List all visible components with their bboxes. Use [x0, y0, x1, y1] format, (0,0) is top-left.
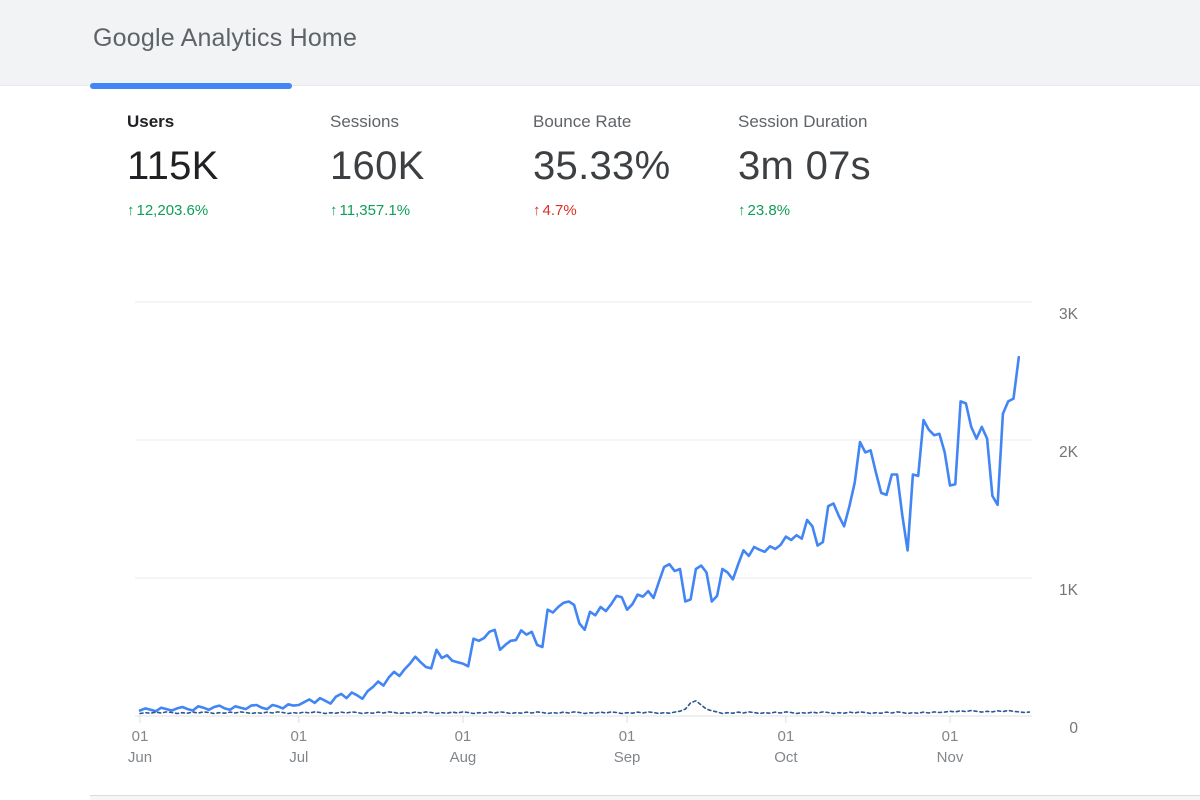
- app-header: Google Analytics Home: [0, 0, 1200, 86]
- up-arrow-icon: ↑: [738, 202, 746, 219]
- metric-value: 115K: [127, 144, 219, 188]
- metric-delta: ↑ 12,203.6%: [127, 202, 327, 219]
- metric-bounce-rate[interactable]: Bounce Rate 35.33% ↑ 4.7%: [533, 112, 733, 219]
- metric-users[interactable]: Users 115K ↑ 12,203.6%: [127, 112, 327, 219]
- metric-label: Sessions: [330, 112, 399, 131]
- metric-delta: ↑ 11,357.1%: [330, 202, 530, 219]
- x-axis-label-month: Jun: [128, 749, 152, 766]
- y-axis-label: 0: [1069, 720, 1078, 737]
- x-axis-label-day: 01: [455, 728, 472, 745]
- metric-label: Bounce Rate: [533, 112, 632, 131]
- up-arrow-icon: ↑: [127, 202, 135, 219]
- x-axis-label-month: Jul: [289, 749, 308, 766]
- previous-period-line: [139, 699, 1031, 715]
- metric-delta-value: 4.7%: [542, 202, 577, 219]
- y-axis-label: 3K: [1059, 306, 1079, 323]
- x-axis-label-day: 01: [132, 728, 149, 745]
- x-axis-label-month: Sep: [614, 749, 641, 766]
- bottom-strip: [90, 796, 1200, 800]
- metric-delta: ↑ 4.7%: [533, 202, 733, 219]
- x-axis-label-month: Nov: [937, 749, 964, 766]
- metric-delta: ↑ 23.8%: [738, 202, 938, 219]
- up-arrow-icon: ↑: [533, 202, 541, 219]
- active-tab-underline: [90, 83, 292, 89]
- metric-delta-value: 12,203.6%: [136, 202, 209, 219]
- y-axis-label: 2K: [1059, 444, 1079, 461]
- x-axis-label-day: 01: [619, 728, 636, 745]
- metric-value: 160K: [330, 144, 425, 188]
- metric-sessions[interactable]: Sessions 160K ↑ 11,357.1%: [330, 112, 530, 219]
- bottom-divider: [90, 795, 1200, 796]
- metric-session-duration[interactable]: Session Duration 3m 07s ↑ 23.8%: [738, 112, 938, 219]
- metric-value: 35.33%: [533, 144, 671, 188]
- up-arrow-icon: ↑: [330, 202, 338, 219]
- page-title: Google Analytics Home: [93, 24, 358, 52]
- x-axis-label-month: Aug: [450, 749, 477, 766]
- x-axis-label-day: 01: [778, 728, 795, 745]
- x-axis-label-day: 01: [942, 728, 959, 745]
- metric-delta-value: 23.8%: [747, 202, 791, 219]
- current-period-line: [138, 355, 1021, 713]
- x-axis-label-day: 01: [290, 728, 307, 745]
- x-axis-label-month: Oct: [774, 749, 798, 766]
- y-axis-label: 1K: [1059, 582, 1079, 599]
- metric-label: Session Duration: [738, 112, 868, 131]
- metric-delta-value: 11,357.1%: [339, 202, 411, 219]
- metric-label: Users: [127, 112, 175, 131]
- metric-value: 3m 07s: [738, 144, 871, 188]
